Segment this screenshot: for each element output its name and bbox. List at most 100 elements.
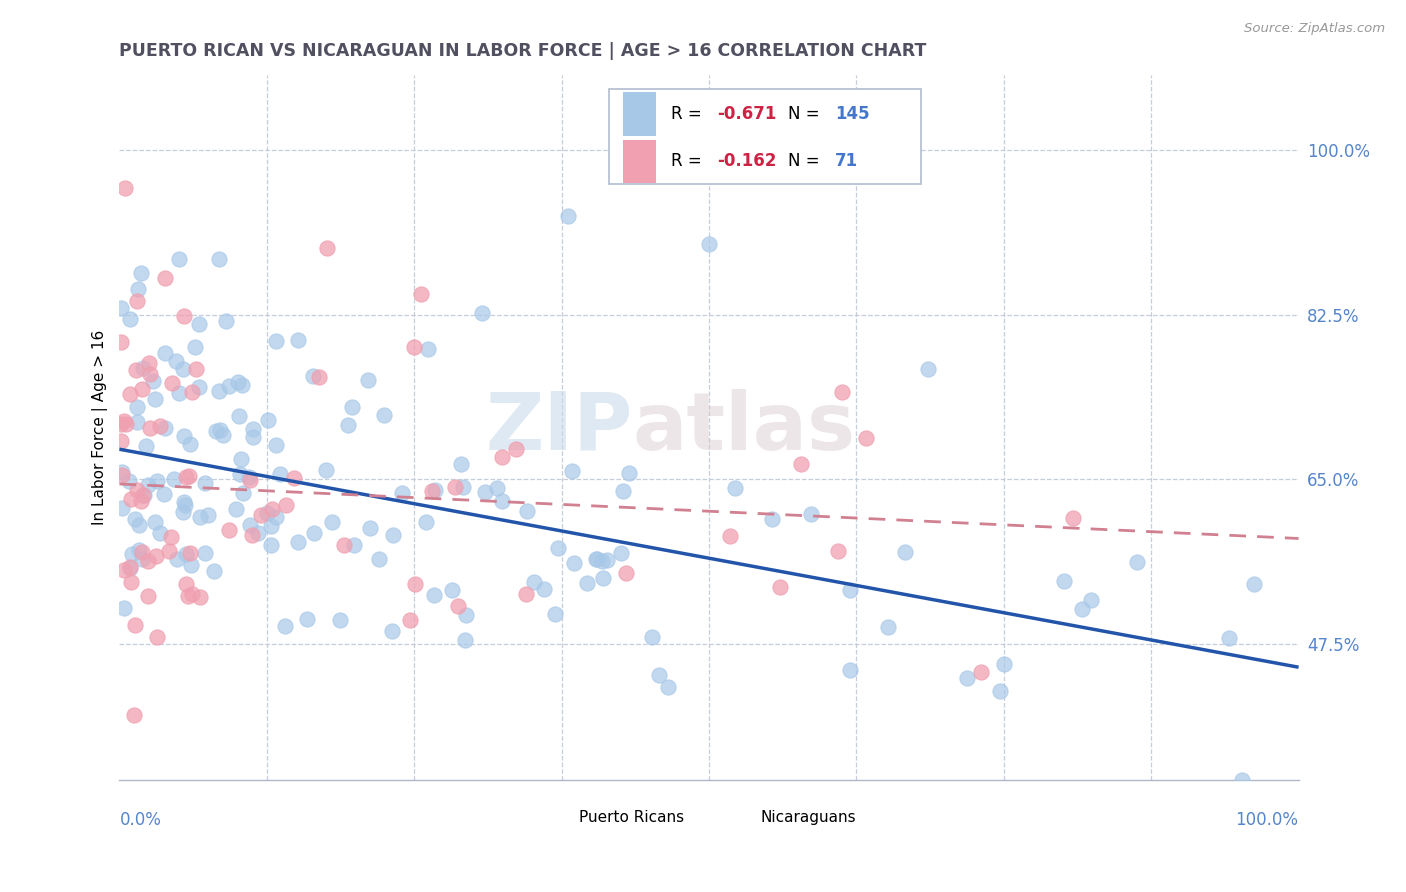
Point bbox=[184, 340, 207, 354]
Point bbox=[167, 252, 190, 266]
Point bbox=[209, 423, 232, 437]
Point bbox=[205, 424, 228, 438]
Point bbox=[162, 376, 184, 390]
Point bbox=[917, 362, 939, 376]
Point bbox=[149, 526, 172, 541]
Point bbox=[831, 384, 853, 399]
Point bbox=[120, 560, 142, 574]
Point bbox=[697, 237, 720, 252]
Point bbox=[260, 519, 283, 533]
Point bbox=[115, 417, 138, 432]
Point bbox=[132, 487, 155, 501]
Point bbox=[179, 437, 201, 451]
Point bbox=[208, 384, 231, 398]
Point bbox=[423, 483, 446, 498]
Point bbox=[474, 485, 496, 500]
Point bbox=[122, 707, 145, 722]
Point bbox=[523, 575, 546, 590]
Point bbox=[226, 375, 249, 389]
Point bbox=[423, 588, 446, 602]
FancyBboxPatch shape bbox=[623, 92, 657, 136]
Text: R =: R = bbox=[671, 105, 707, 123]
Point bbox=[118, 386, 141, 401]
Point bbox=[125, 362, 148, 376]
Point bbox=[138, 355, 160, 369]
Point bbox=[172, 505, 194, 519]
Point bbox=[422, 484, 444, 499]
Point bbox=[444, 480, 467, 494]
Point bbox=[197, 508, 219, 523]
Point bbox=[1080, 593, 1102, 607]
Point bbox=[343, 538, 366, 552]
Text: Source: ZipAtlas.com: Source: ZipAtlas.com bbox=[1244, 22, 1385, 36]
Point bbox=[451, 480, 474, 494]
Point bbox=[287, 333, 309, 347]
Point bbox=[131, 545, 153, 559]
Point bbox=[839, 664, 862, 678]
Point bbox=[485, 481, 508, 495]
Point bbox=[239, 473, 262, 487]
Point bbox=[167, 386, 190, 401]
Point bbox=[228, 409, 250, 424]
Point bbox=[409, 286, 432, 301]
Point bbox=[596, 553, 619, 567]
Point bbox=[111, 468, 134, 483]
Point bbox=[231, 378, 253, 392]
Point bbox=[146, 630, 169, 644]
Point bbox=[315, 241, 337, 255]
Point bbox=[491, 494, 513, 508]
Point bbox=[516, 504, 538, 518]
Point bbox=[228, 467, 250, 482]
Point bbox=[173, 309, 195, 323]
Text: N =: N = bbox=[787, 153, 825, 170]
Point bbox=[145, 549, 167, 564]
Point bbox=[225, 502, 247, 516]
Point bbox=[138, 420, 160, 434]
Point bbox=[121, 547, 143, 561]
Point bbox=[127, 293, 149, 308]
Point bbox=[321, 515, 343, 529]
Point bbox=[124, 618, 146, 632]
Point bbox=[131, 551, 153, 566]
Point bbox=[239, 517, 262, 532]
Point bbox=[179, 469, 201, 483]
Point bbox=[165, 353, 187, 368]
Point bbox=[143, 392, 166, 407]
Point bbox=[187, 380, 209, 394]
Text: -0.671: -0.671 bbox=[717, 105, 776, 123]
Point bbox=[110, 334, 132, 349]
Point bbox=[648, 668, 671, 682]
Point bbox=[450, 458, 472, 472]
Point bbox=[470, 305, 492, 319]
Point bbox=[111, 465, 134, 479]
Point bbox=[232, 486, 254, 500]
Point bbox=[180, 558, 202, 573]
Point bbox=[402, 340, 425, 354]
Point bbox=[114, 181, 136, 195]
Point bbox=[576, 575, 599, 590]
Point bbox=[827, 544, 849, 558]
Point bbox=[181, 385, 204, 400]
Point bbox=[132, 488, 155, 502]
Point bbox=[218, 378, 240, 392]
Point bbox=[800, 507, 823, 521]
Point bbox=[404, 576, 426, 591]
Point bbox=[561, 464, 583, 478]
Point bbox=[110, 434, 132, 448]
Point bbox=[246, 526, 269, 541]
Point bbox=[127, 282, 149, 296]
Point bbox=[157, 544, 180, 558]
Point bbox=[585, 552, 607, 566]
Point bbox=[212, 428, 235, 442]
Point bbox=[136, 589, 159, 603]
Point bbox=[391, 486, 413, 500]
Point bbox=[790, 457, 813, 471]
Point bbox=[128, 543, 150, 558]
Point bbox=[136, 478, 159, 492]
Point bbox=[1070, 601, 1092, 615]
Point bbox=[287, 535, 309, 549]
Text: N =: N = bbox=[787, 105, 825, 123]
Point bbox=[257, 413, 280, 427]
Point bbox=[188, 509, 211, 524]
Point bbox=[262, 502, 284, 516]
